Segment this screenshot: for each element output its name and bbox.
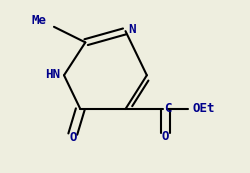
Text: O: O [161,130,169,143]
Text: C: C [163,102,171,115]
Text: O: O [69,131,76,144]
Text: OEt: OEt [192,102,214,115]
Text: N: N [128,23,135,36]
Text: Me: Me [31,14,46,27]
Text: HN: HN [45,68,60,81]
